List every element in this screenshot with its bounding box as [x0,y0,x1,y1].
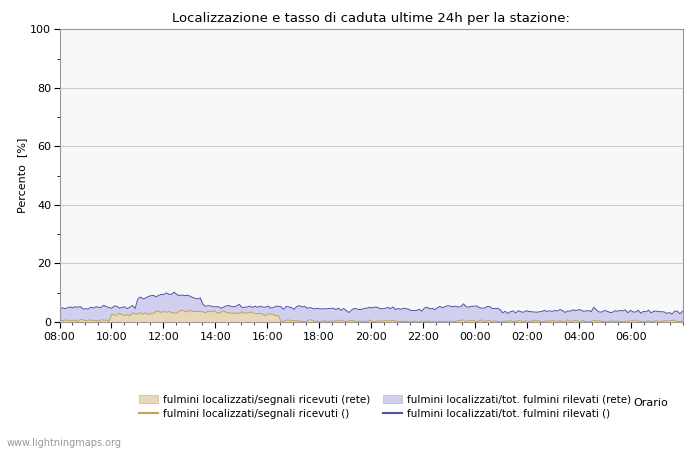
Legend: fulmini localizzati/segnali ricevuti (rete), fulmini localizzati/segnali ricevut: fulmini localizzati/segnali ricevuti (re… [139,395,631,419]
Text: www.lightningmaps.org: www.lightningmaps.org [7,438,122,448]
Y-axis label: Percento  [%]: Percento [%] [18,138,27,213]
Title: Localizzazione e tasso di caduta ultime 24h per la stazione:: Localizzazione e tasso di caduta ultime … [172,12,570,25]
Text: Orario: Orario [634,398,668,408]
